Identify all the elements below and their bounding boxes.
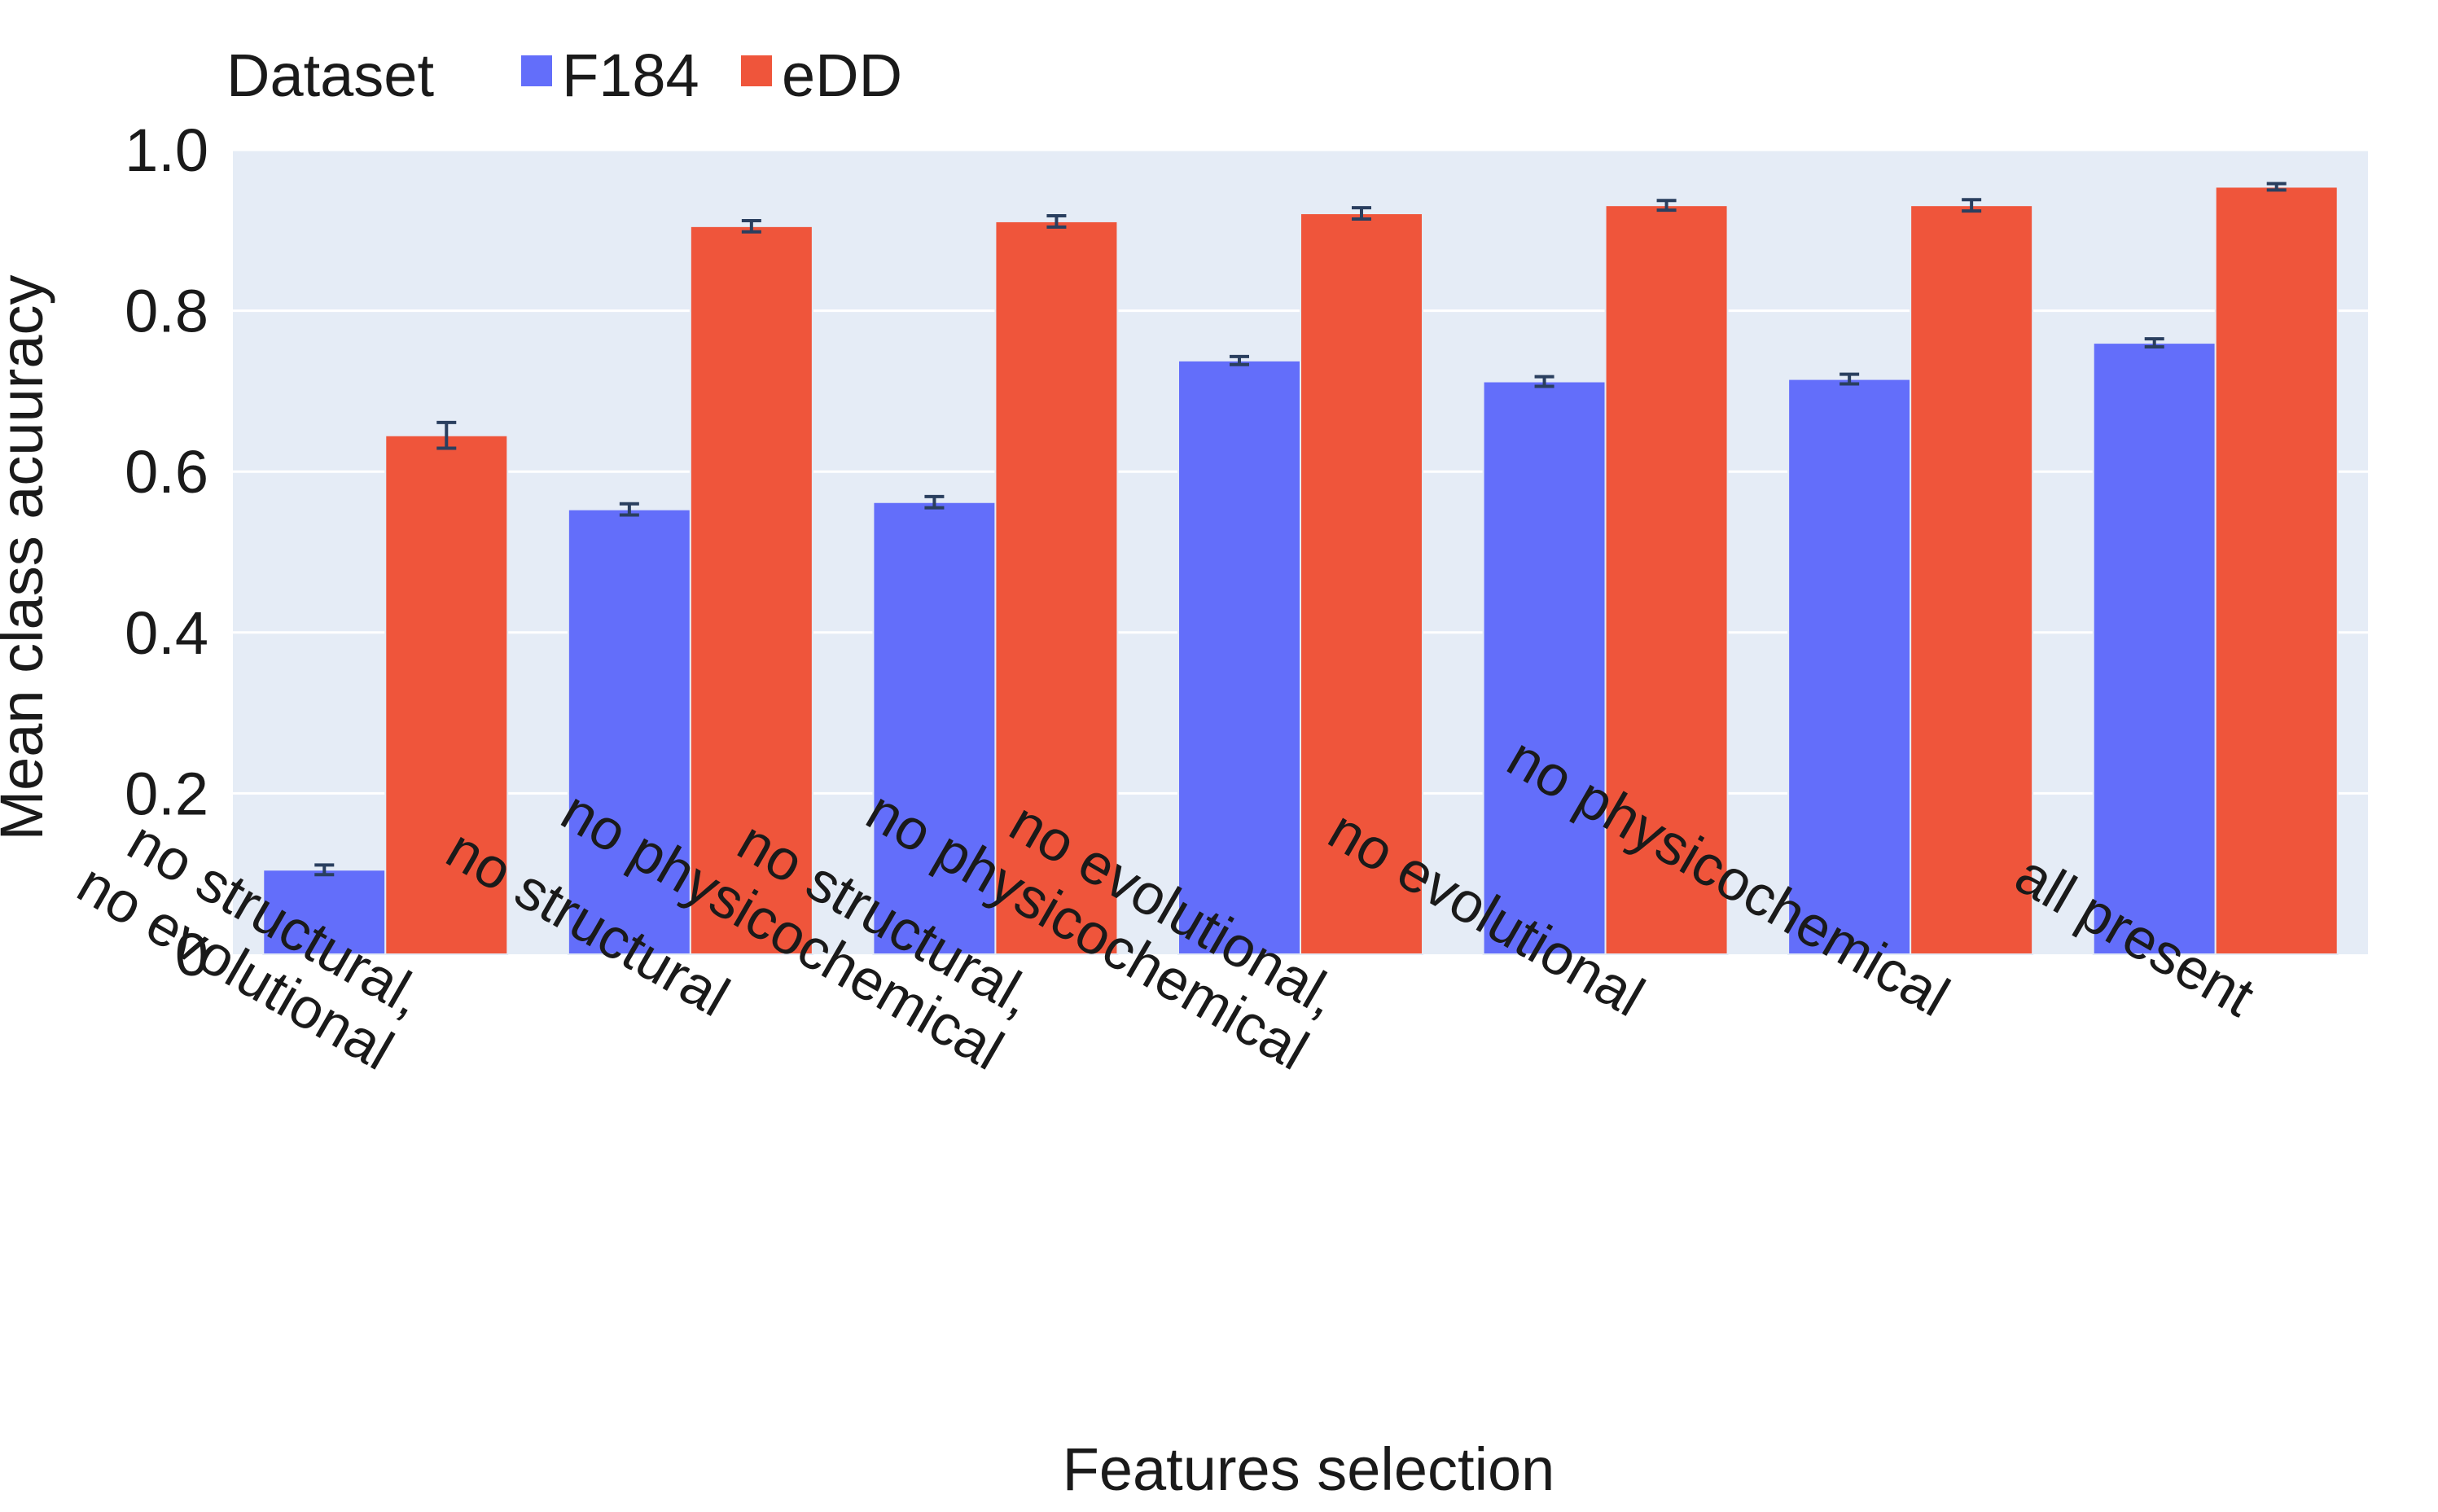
error-bar [619,502,639,517]
error-bar [924,494,945,510]
y-axis-ticks: 0 0.2 0.4 0.6 0.8 1.0 [125,116,208,988]
error-bar [2144,337,2164,349]
legend-title: Dataset [226,42,434,109]
legend[interactable]: Dataset F184 eDD [226,42,902,109]
bar-edd-5[interactable] [1910,204,2034,955]
error-bar [1230,354,1249,366]
bar-f184-3[interactable] [1177,359,1301,955]
y-tick-label: 0.4 [125,599,208,667]
bar-f184-2[interactable] [872,501,997,955]
bar-edd-0[interactable] [384,434,509,955]
y-tick-label: 0.2 [125,760,208,827]
error-bar [314,863,335,877]
x-axis-title: Features selection [1063,1435,1555,1503]
bar-f184-1[interactable] [567,508,691,955]
error-bar [1962,198,1982,213]
bar-edd-1[interactable] [689,225,813,955]
y-tick-label: 0.6 [125,438,208,506]
y-tick-label: 0 [175,921,208,988]
error-bar [1839,372,1860,386]
bar-edd-4[interactable] [1604,204,1729,955]
y-axis-title: Mean class acuuracy [0,274,55,840]
bar-f184-4[interactable] [1482,380,1607,955]
bar-f184-6[interactable] [2092,342,2217,955]
error-bar [741,218,761,234]
bar-edd-3[interactable] [1300,213,1423,955]
error-bar [1046,214,1067,229]
y-tick-label: 0.8 [125,278,208,345]
bars [262,186,2339,956]
y-tick-label: 1.0 [125,116,208,184]
error-bar [1352,206,1371,221]
error-bar [1534,375,1554,388]
error-bar [436,420,457,450]
error-bar [1656,199,1677,213]
error-bar [2266,182,2287,192]
bar-f184-0[interactable] [262,869,387,956]
bar-edd-2[interactable] [994,220,1119,955]
legend-swatch-edd[interactable] [741,55,772,86]
bar-f184-5[interactable] [1787,378,1912,955]
legend-label-f184[interactable]: F184 [562,42,699,109]
bar-edd-6[interactable] [2214,186,2339,955]
error-bars [314,182,2287,877]
legend-swatch-f184[interactable] [521,55,552,86]
legend-label-edd[interactable]: eDD [782,42,902,109]
